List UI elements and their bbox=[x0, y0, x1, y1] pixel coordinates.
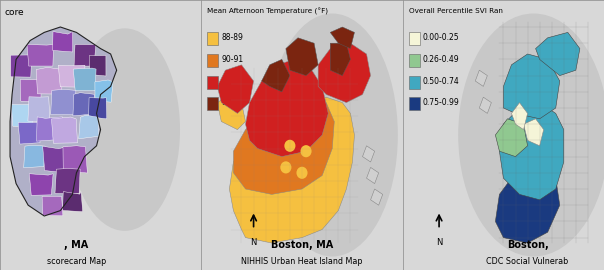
Polygon shape bbox=[36, 117, 62, 141]
Text: N: N bbox=[436, 238, 442, 247]
Bar bbox=[207, 76, 218, 89]
Polygon shape bbox=[53, 32, 72, 52]
Polygon shape bbox=[503, 113, 560, 178]
Polygon shape bbox=[95, 80, 113, 102]
Polygon shape bbox=[371, 189, 383, 205]
Polygon shape bbox=[18, 123, 40, 144]
Polygon shape bbox=[10, 27, 117, 216]
Bar bbox=[409, 32, 420, 45]
Ellipse shape bbox=[458, 14, 604, 256]
Polygon shape bbox=[24, 145, 45, 168]
Text: Boston, MA: Boston, MA bbox=[271, 240, 333, 250]
Text: 90-91: 90-91 bbox=[221, 55, 243, 64]
Polygon shape bbox=[330, 43, 350, 76]
Polygon shape bbox=[63, 146, 88, 173]
Polygon shape bbox=[318, 43, 371, 103]
Polygon shape bbox=[217, 65, 254, 113]
Ellipse shape bbox=[297, 167, 307, 179]
Polygon shape bbox=[495, 167, 560, 243]
Polygon shape bbox=[262, 59, 290, 92]
Polygon shape bbox=[42, 196, 63, 216]
Text: 0.00-0.25: 0.00-0.25 bbox=[423, 33, 460, 42]
Polygon shape bbox=[20, 80, 41, 102]
Polygon shape bbox=[73, 93, 95, 116]
Bar bbox=[207, 32, 218, 45]
Polygon shape bbox=[11, 104, 33, 127]
Polygon shape bbox=[11, 55, 31, 77]
Text: 93-94: 93-94 bbox=[221, 98, 243, 107]
Text: Overall Percentile SVI Ran: Overall Percentile SVI Ran bbox=[409, 8, 503, 14]
Text: core: core bbox=[4, 8, 24, 17]
Ellipse shape bbox=[284, 140, 295, 152]
Text: 0.26-0.49: 0.26-0.49 bbox=[423, 55, 460, 64]
Polygon shape bbox=[524, 119, 544, 146]
Polygon shape bbox=[89, 56, 106, 76]
Ellipse shape bbox=[69, 28, 180, 231]
Text: , MA: , MA bbox=[64, 240, 89, 250]
Bar bbox=[207, 97, 218, 110]
Polygon shape bbox=[51, 117, 77, 143]
Polygon shape bbox=[480, 97, 492, 113]
Polygon shape bbox=[233, 94, 334, 194]
Polygon shape bbox=[362, 146, 374, 162]
Bar bbox=[207, 54, 218, 67]
Text: N: N bbox=[251, 238, 257, 247]
Polygon shape bbox=[58, 65, 85, 87]
Polygon shape bbox=[536, 32, 580, 76]
Text: Boston,: Boston, bbox=[507, 240, 548, 250]
Polygon shape bbox=[79, 115, 99, 139]
Polygon shape bbox=[29, 174, 53, 195]
Ellipse shape bbox=[267, 14, 398, 256]
Polygon shape bbox=[230, 97, 355, 243]
Ellipse shape bbox=[280, 161, 291, 174]
Polygon shape bbox=[36, 67, 62, 94]
Ellipse shape bbox=[300, 145, 312, 157]
Polygon shape bbox=[286, 38, 318, 76]
Text: 0.75-0.99: 0.75-0.99 bbox=[423, 98, 460, 107]
Text: scorecard Map: scorecard Map bbox=[47, 257, 106, 266]
Polygon shape bbox=[63, 192, 83, 212]
Polygon shape bbox=[28, 97, 50, 122]
Text: CDC Social Vulnerab: CDC Social Vulnerab bbox=[486, 257, 569, 266]
Bar bbox=[409, 54, 420, 67]
Polygon shape bbox=[330, 27, 355, 49]
Polygon shape bbox=[500, 103, 564, 200]
Polygon shape bbox=[51, 89, 76, 115]
Text: Mean Afternoon Temperature (°F): Mean Afternoon Temperature (°F) bbox=[207, 8, 328, 15]
Text: 88-89: 88-89 bbox=[221, 33, 243, 42]
Polygon shape bbox=[43, 146, 69, 173]
Text: NIHHIS Urban Heat Island Map: NIHHIS Urban Heat Island Map bbox=[241, 257, 363, 266]
Polygon shape bbox=[55, 168, 80, 194]
Polygon shape bbox=[475, 70, 487, 86]
Polygon shape bbox=[73, 68, 96, 91]
Text: 92: 92 bbox=[221, 76, 231, 86]
Polygon shape bbox=[367, 167, 379, 184]
Polygon shape bbox=[89, 98, 107, 119]
Polygon shape bbox=[245, 59, 328, 157]
Text: 0.50-0.74: 0.50-0.74 bbox=[423, 76, 460, 86]
Polygon shape bbox=[512, 103, 527, 130]
Polygon shape bbox=[503, 54, 560, 119]
Bar bbox=[409, 76, 420, 89]
Bar bbox=[409, 97, 420, 110]
Polygon shape bbox=[217, 94, 245, 130]
Polygon shape bbox=[74, 45, 96, 66]
Polygon shape bbox=[495, 119, 527, 157]
Polygon shape bbox=[27, 45, 54, 66]
